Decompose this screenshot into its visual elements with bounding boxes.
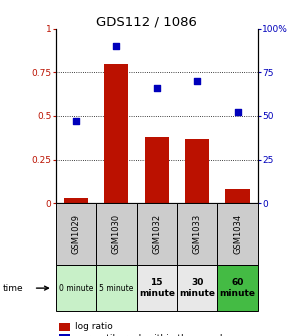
- Bar: [226, 189, 250, 203]
- Text: GSM1029: GSM1029: [71, 214, 80, 254]
- Text: 30
minute: 30 minute: [179, 279, 215, 298]
- Point: [154, 85, 159, 91]
- Bar: [145, 137, 169, 203]
- Text: percentile rank within the sample: percentile rank within the sample: [75, 334, 228, 336]
- Point: [74, 119, 78, 124]
- Text: time: time: [3, 284, 23, 293]
- Bar: [185, 139, 209, 203]
- Text: GSM1032: GSM1032: [152, 214, 161, 254]
- Text: 0 minute: 0 minute: [59, 284, 93, 293]
- Point: [235, 110, 240, 115]
- Text: GDS112 / 1086: GDS112 / 1086: [96, 15, 197, 28]
- Text: GSM1033: GSM1033: [193, 214, 202, 254]
- Text: 5 minute: 5 minute: [99, 284, 134, 293]
- Bar: [64, 198, 88, 203]
- Point: [114, 43, 119, 49]
- Text: log ratio: log ratio: [75, 322, 113, 331]
- Text: 15
minute: 15 minute: [139, 279, 175, 298]
- Point: [195, 78, 200, 84]
- Text: GSM1030: GSM1030: [112, 214, 121, 254]
- Bar: [104, 64, 128, 203]
- Text: 60
minute: 60 minute: [220, 279, 255, 298]
- Text: GSM1034: GSM1034: [233, 214, 242, 254]
